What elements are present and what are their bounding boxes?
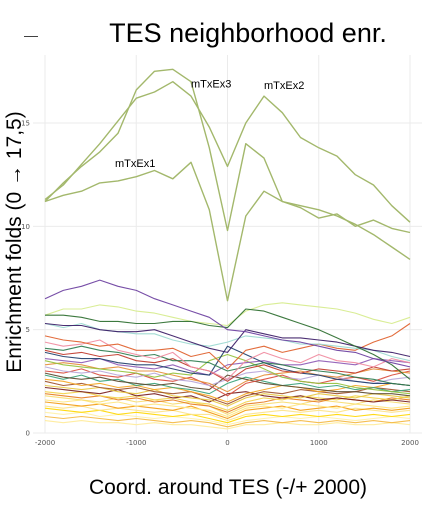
x-tick-label: -1000 <box>126 439 146 447</box>
x-tick-label: 1000 <box>310 439 328 447</box>
x-tick-label: 2000 <box>401 439 419 447</box>
x-axis-title: Coord. around TES (-/+ 2000) <box>89 476 367 499</box>
y-axis-title: Enrichment folds (0 → 17,5) <box>3 111 26 372</box>
y-axis-ticks: 0 5 10 15 <box>21 120 30 438</box>
series-line-series-9 <box>44 339 411 380</box>
annotation-mTxEx3: mTxEx3 <box>191 79 231 91</box>
chart-title: TES neighborhood enr. <box>109 18 387 48</box>
series-line-mTxEx3 <box>44 68 411 234</box>
series-line-series-30 <box>44 407 411 424</box>
series-line-series-11 <box>44 349 411 382</box>
y-tick-label: 15 <box>21 120 30 128</box>
annotation-mTxEx2: mTxEx2 <box>264 80 304 92</box>
series-line-series-33 <box>44 420 411 430</box>
series-line-series-22 <box>44 384 411 407</box>
grid <box>33 55 422 434</box>
y-tick-label: 10 <box>21 223 30 231</box>
series-line-series-23 <box>44 386 411 403</box>
series-line-series-32 <box>44 415 411 428</box>
series-line-series-17 <box>44 368 411 397</box>
series-line-series-19 <box>44 374 411 395</box>
annotations: mTxEx1 mTxEx2 mTxEx3 <box>115 79 304 170</box>
series-line-series-14 <box>44 353 411 395</box>
series-line-series-15 <box>44 362 411 393</box>
series-line-series-3 <box>44 279 411 368</box>
series-line-series-27 <box>44 399 411 418</box>
x-axis-ticks: -2000 -1000 0 1000 2000 <box>35 439 419 447</box>
series-line-series-29 <box>44 405 411 422</box>
series-line-series-4 <box>45 308 411 380</box>
y-tick-label: 0 <box>26 430 30 438</box>
y-tick-label: 5 <box>26 326 30 334</box>
series-line-series-8 <box>44 323 411 370</box>
series-line-series-12 <box>44 345 411 387</box>
x-tick-label: -2000 <box>35 439 55 447</box>
annotation-mTxEx1: mTxEx1 <box>115 158 155 170</box>
x-tick-label: 0 <box>225 439 229 447</box>
series-line-series-5 <box>44 302 411 327</box>
series-lines <box>44 68 411 430</box>
series-line-series-6 <box>44 322 411 358</box>
series-line-series-20 <box>44 378 411 403</box>
series-line-series-18 <box>44 372 411 397</box>
series-line-mTxEx2 <box>44 80 411 223</box>
series-line-series-13 <box>44 358 411 376</box>
series-line-series-10 <box>44 345 411 387</box>
series-line-series-26 <box>44 395 411 415</box>
series-line-series-28 <box>44 401 411 420</box>
series-line-series-31 <box>44 411 411 426</box>
series-line-series-21 <box>44 380 411 405</box>
corner-mark: — <box>24 27 38 43</box>
